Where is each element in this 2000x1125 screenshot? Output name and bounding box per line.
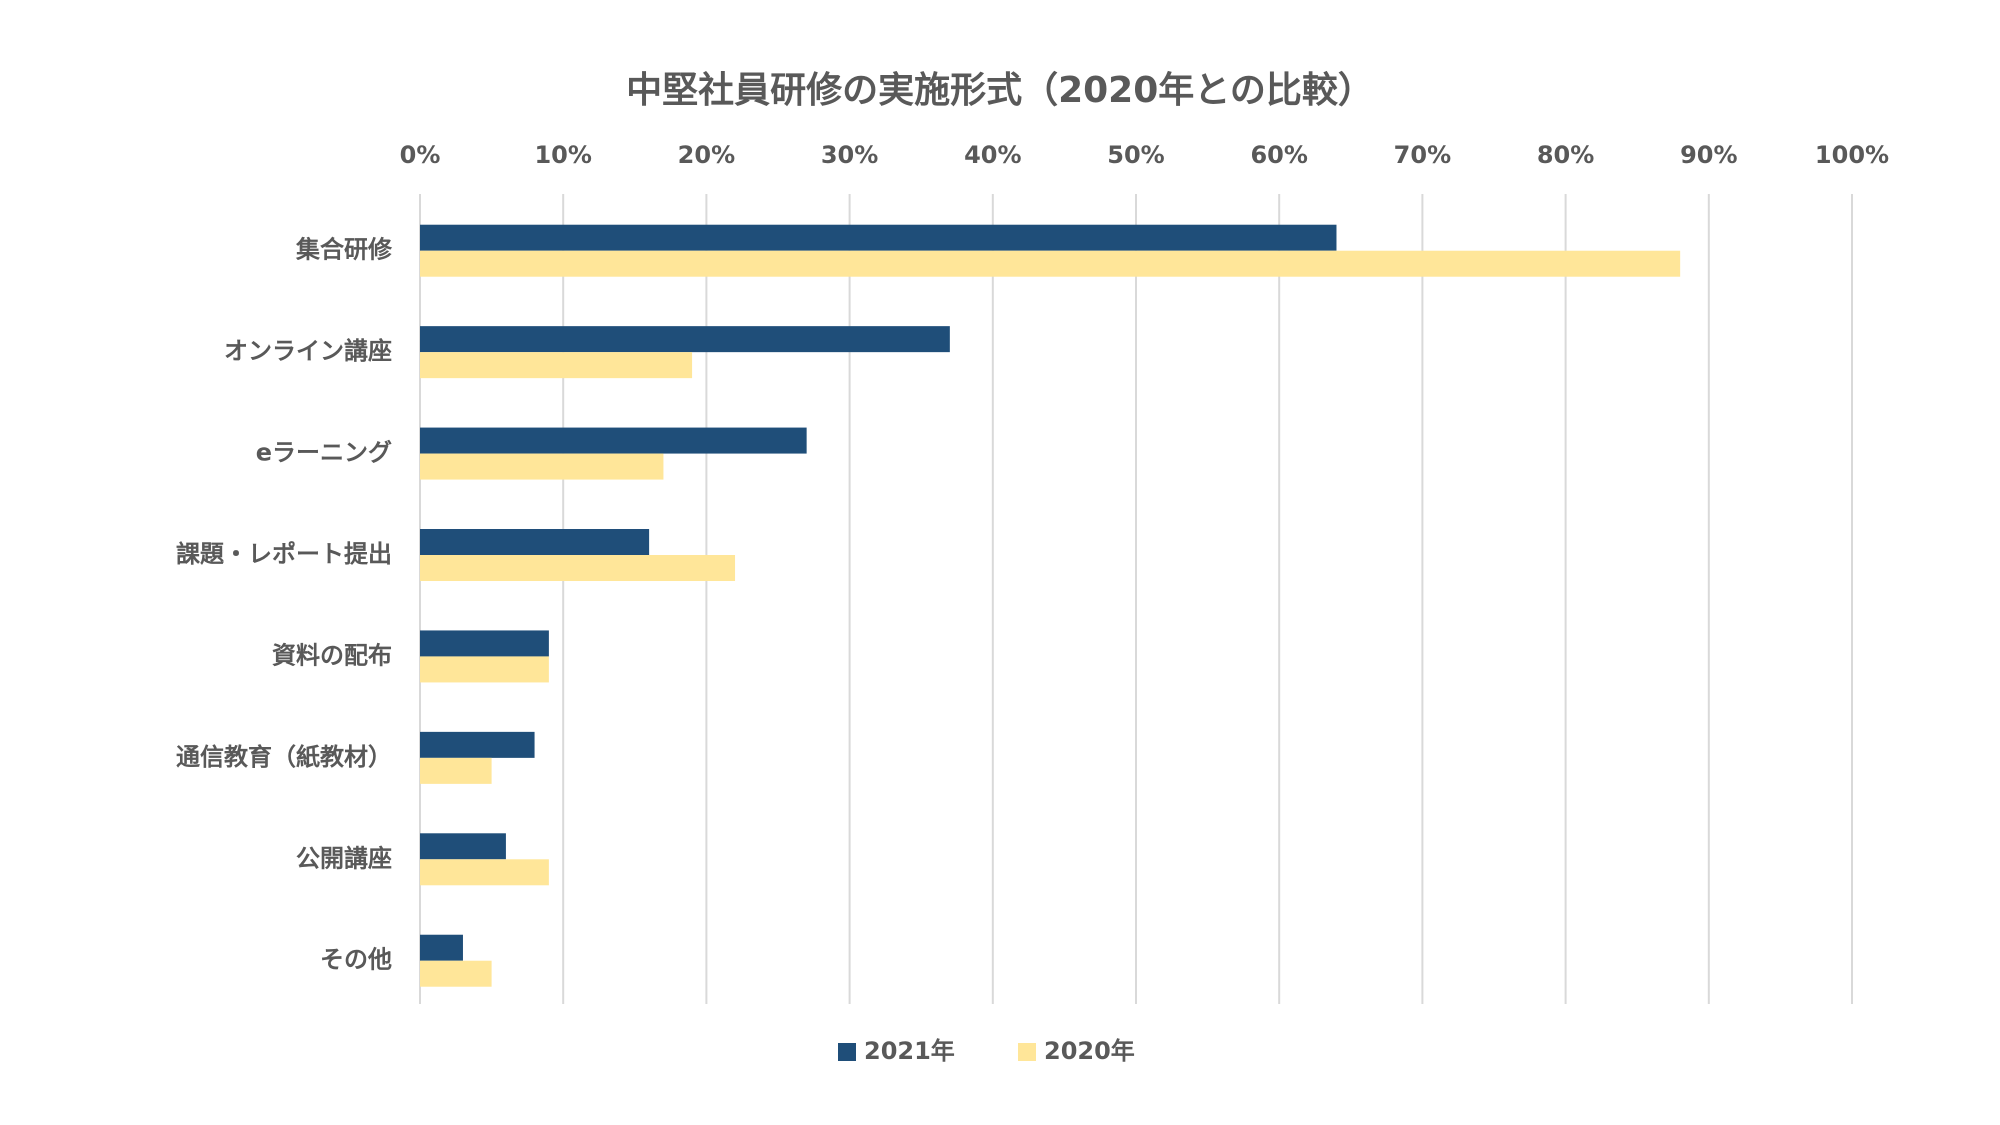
x-tick-label: 30% [821,141,878,169]
x-tick-label: 90% [1680,141,1737,169]
bar-series-2 [420,859,549,886]
x-tick-label: 20% [678,141,735,169]
x-tick-label: 80% [1537,141,1594,169]
category-label: オンライン講座 [224,337,392,365]
category-label: eラーニング [256,439,392,467]
category-label: 通信教育（紙教材） [176,743,392,771]
bar-series-1 [420,833,506,860]
category-label: 集合研修 [295,236,393,264]
bar-series-1 [420,630,549,657]
bar-series-2 [420,656,549,683]
legend-label: 2020年 [1044,1037,1135,1065]
bar-series-1 [420,224,1337,251]
x-tick-label: 60% [1250,141,1307,169]
category-label: その他 [320,946,392,974]
bar-series-1 [420,731,535,758]
x-tick-label: 0% [400,141,441,169]
legend: 2021年 2020年 [838,1037,1135,1065]
bar-series-2 [420,555,736,582]
bar-series-1 [420,427,807,454]
chart-title: 中堅社員研修の実施形式（2020年との比較） [626,70,1374,111]
x-tick-label: 100% [1815,141,1889,169]
bar-series-2 [420,757,492,784]
legend-swatch [1018,1043,1036,1061]
bar-series-2 [420,960,492,987]
x-tick-label: 40% [964,141,1021,169]
legend-label: 2021年 [864,1037,955,1065]
x-axis-ticks: 0% 10% 20% 30% 40% 50% 60% 70% 80% 90% 100% [400,141,1889,169]
bar-series-2 [420,250,1681,277]
legend-swatch [838,1043,856,1061]
category-label: 公開講座 [296,844,392,872]
gridlines [419,194,1853,1004]
category-label: 課題・レポート提出 [176,540,392,568]
bars [420,224,1681,987]
x-tick-label: 70% [1394,141,1451,169]
bar-series-1 [420,326,950,353]
bar-series-2 [420,352,693,379]
category-label: 資料の配布 [272,641,392,669]
bar-series-1 [420,934,463,961]
bar-series-2 [420,453,664,480]
bar-series-1 [420,529,650,556]
x-tick-label: 50% [1107,141,1164,169]
x-tick-label: 10% [534,141,591,169]
